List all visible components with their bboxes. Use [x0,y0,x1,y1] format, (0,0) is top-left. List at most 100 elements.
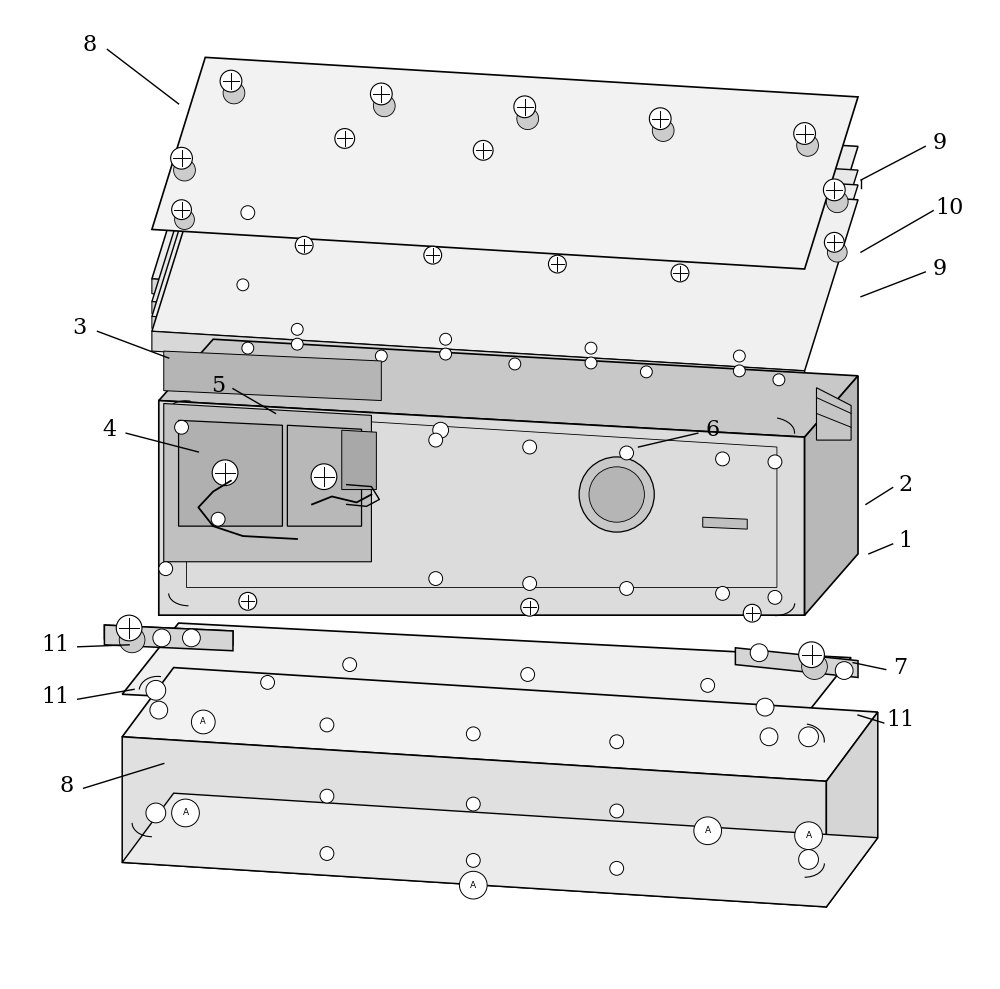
Circle shape [370,83,392,105]
Text: 1: 1 [898,530,913,552]
Circle shape [320,789,334,803]
Circle shape [295,236,313,254]
Circle shape [733,365,745,377]
Text: 8: 8 [60,775,74,797]
Circle shape [671,264,689,282]
Polygon shape [152,160,858,371]
Circle shape [794,123,815,144]
Polygon shape [826,712,878,907]
Circle shape [521,598,539,616]
Circle shape [373,95,395,117]
Circle shape [826,191,848,213]
Circle shape [191,710,215,734]
Circle shape [694,817,722,845]
Polygon shape [122,793,878,907]
Circle shape [797,135,818,156]
Polygon shape [164,351,381,401]
Circle shape [743,604,761,622]
Circle shape [146,680,166,700]
Polygon shape [152,107,858,318]
Circle shape [589,467,644,522]
Circle shape [212,460,238,486]
Polygon shape [122,737,826,907]
Text: 7: 7 [893,657,908,678]
Polygon shape [122,623,851,729]
Circle shape [375,350,387,362]
Text: 9: 9 [933,133,947,154]
Circle shape [773,374,785,386]
Circle shape [701,678,715,692]
Polygon shape [159,401,805,615]
Polygon shape [104,625,233,651]
Polygon shape [735,648,858,677]
Circle shape [473,140,493,160]
Circle shape [548,255,566,273]
Circle shape [239,592,257,610]
Circle shape [521,668,535,681]
Circle shape [750,644,768,662]
Circle shape [119,627,145,653]
Circle shape [585,357,597,369]
Circle shape [116,615,142,641]
Circle shape [433,422,449,438]
Circle shape [733,350,745,362]
Polygon shape [164,404,371,562]
Polygon shape [152,302,805,353]
Text: A: A [470,880,476,890]
Polygon shape [152,131,858,341]
Circle shape [640,366,652,378]
Circle shape [652,120,674,141]
Circle shape [261,675,275,689]
Circle shape [291,338,303,350]
Circle shape [220,70,242,92]
Circle shape [242,342,254,354]
Text: 6: 6 [706,419,720,441]
Polygon shape [342,430,376,490]
Circle shape [172,200,191,220]
Circle shape [579,457,654,532]
Circle shape [159,562,173,576]
Circle shape [802,654,827,679]
Circle shape [175,210,194,229]
Circle shape [440,333,452,345]
Circle shape [649,108,671,130]
Circle shape [610,804,624,818]
Circle shape [827,242,847,262]
Text: 4: 4 [102,419,116,441]
Polygon shape [805,376,858,615]
Circle shape [620,582,634,595]
Circle shape [835,662,853,679]
Polygon shape [816,388,851,440]
Circle shape [610,735,624,749]
Circle shape [171,147,192,169]
Text: 11: 11 [886,709,915,731]
Text: 5: 5 [211,375,225,397]
Text: A: A [806,831,812,841]
Text: 10: 10 [936,197,964,219]
Text: 11: 11 [41,634,69,656]
Circle shape [146,803,166,823]
Text: 8: 8 [82,34,97,55]
Circle shape [760,728,778,746]
Circle shape [172,799,199,827]
Polygon shape [152,331,805,391]
Circle shape [237,279,249,291]
Circle shape [335,129,355,148]
Polygon shape [152,145,858,356]
Polygon shape [179,420,282,526]
Circle shape [320,847,334,860]
Circle shape [466,854,480,867]
Circle shape [768,455,782,469]
Circle shape [799,642,824,668]
Circle shape [183,629,200,647]
Circle shape [320,718,334,732]
Circle shape [523,577,537,590]
Circle shape [585,342,597,354]
Circle shape [429,433,443,447]
Polygon shape [159,339,858,437]
Polygon shape [152,316,805,368]
Circle shape [466,727,480,741]
Circle shape [514,96,536,118]
Text: 3: 3 [73,317,87,339]
Circle shape [440,348,452,360]
